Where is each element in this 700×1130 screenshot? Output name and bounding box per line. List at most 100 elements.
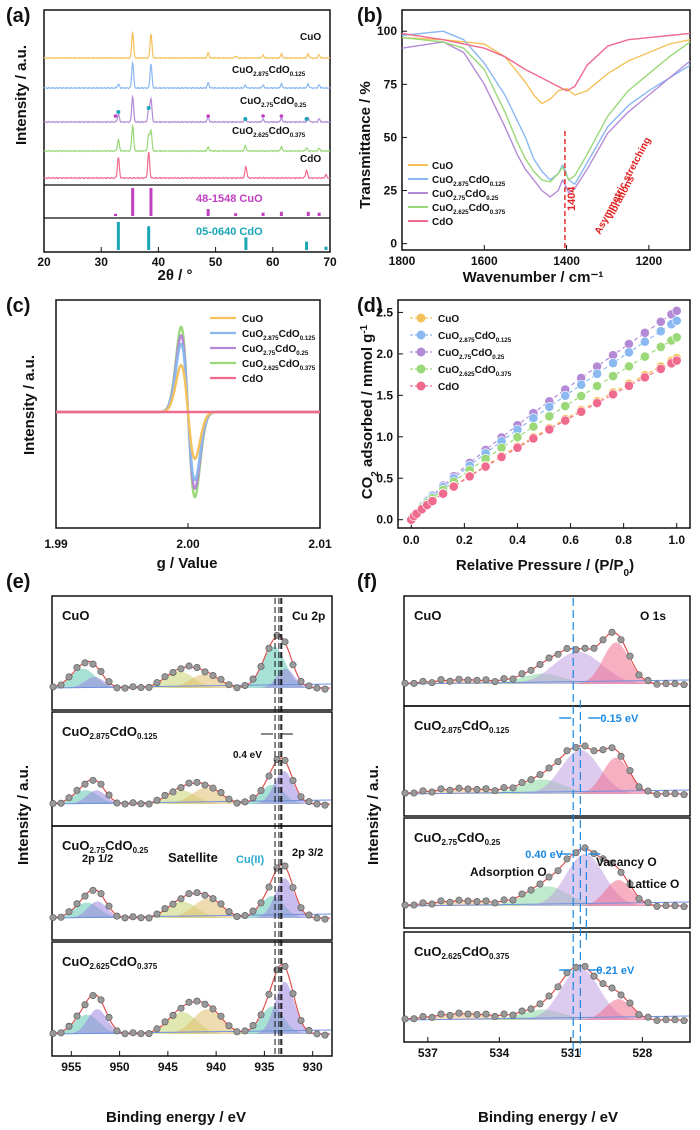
panel-d-ytick-label: 2.0	[376, 347, 393, 361]
xps-data-point	[518, 670, 526, 678]
isotherm-point	[639, 327, 650, 338]
xps-background	[404, 789, 690, 795]
xps-data-point	[153, 796, 161, 804]
xps-data-point	[89, 776, 97, 784]
xps-sample-label: CuO2.875CdO0.125	[62, 724, 158, 741]
isotherm-point	[592, 381, 602, 391]
xps-shift-label: 0.15 eV	[600, 713, 639, 725]
xps-data-point	[321, 801, 329, 809]
xps-data-point	[671, 902, 679, 910]
xps-data-point	[193, 997, 201, 1005]
xps-data-point	[225, 681, 233, 689]
xps-data-point	[161, 673, 169, 681]
xps-data-point	[65, 794, 73, 802]
isotherm-point	[528, 433, 539, 444]
xrd-label-cdo: CdO	[300, 154, 321, 165]
xps-data-point	[297, 793, 305, 801]
panel-d-label: (d)	[357, 295, 383, 317]
xps-data-point	[428, 900, 436, 908]
xps-data-point	[437, 785, 445, 793]
peak-label-2p12: 2p 1/2	[82, 853, 113, 865]
legend-marker	[416, 347, 426, 357]
xps-data-point	[464, 1010, 472, 1018]
xps-data-point	[545, 873, 553, 881]
xps-data-point	[65, 908, 73, 916]
xps-data-point	[617, 991, 625, 999]
xps-data-point	[193, 889, 201, 897]
xps-data-point	[518, 890, 526, 898]
xps-subpanel-frame	[51, 825, 333, 941]
isotherm-point	[544, 411, 555, 422]
xps-data-point	[193, 663, 201, 671]
xps-data-point	[305, 1026, 313, 1034]
xps-data-point	[249, 675, 257, 683]
legend-label: CuO2.875CdO0.125	[432, 175, 506, 188]
panel-a-label: (a)	[6, 5, 30, 27]
xps-data-point	[217, 675, 225, 683]
isotherm-point	[624, 380, 634, 391]
isotherm-point	[592, 368, 602, 379]
xps-data-point	[65, 673, 73, 681]
xps-data-point	[145, 800, 153, 808]
xps-data-point	[105, 678, 113, 686]
xps-data-point	[401, 901, 409, 909]
xps-data-point	[233, 799, 241, 807]
panel-c-xlabel: g / Value	[157, 555, 218, 572]
isotherm-point	[671, 305, 682, 316]
isotherm-point	[544, 401, 555, 412]
xps-data-point	[563, 644, 571, 652]
xps-data-point	[241, 911, 249, 919]
xps-data-point	[455, 1009, 463, 1017]
xps-background	[404, 901, 690, 907]
xps-data-point	[500, 896, 508, 904]
xps-data-point	[225, 795, 233, 803]
panel-a-xtick-label: 70	[323, 255, 337, 269]
panel-b-ytick-label: 0	[390, 237, 397, 251]
xps-data-point	[446, 677, 454, 685]
xps-data-point	[545, 764, 553, 772]
xps-data-point	[97, 890, 105, 898]
xps-data-point	[527, 886, 535, 894]
xps-data-point	[105, 1013, 113, 1021]
xps-data-point	[581, 742, 589, 750]
panel-c-ylabel: Intensity / a.u.	[21, 355, 38, 455]
xps-sample-label: CuO	[62, 608, 89, 623]
xps-data-point	[473, 785, 481, 793]
xps-data-point	[671, 1016, 679, 1024]
xps-data-point	[289, 777, 297, 785]
xps-data-point	[680, 903, 688, 911]
panel-d-ytick-label: 0.5	[376, 471, 393, 485]
xps-sample-label: CuO2.75CdO0.25	[62, 838, 149, 855]
ftir-line-cuo275cdo025	[401, 41, 691, 198]
xps-data-point	[49, 800, 57, 808]
panel-c: (c) 1.99 2.00 2.01 CuO CuO2.875CdO0.125 CuO2.…	[6, 295, 332, 572]
xps-data-point	[419, 787, 427, 795]
xps-component-peak	[53, 674, 331, 688]
xps-data-point	[161, 1018, 169, 1026]
panel-a-frame	[43, 9, 331, 253]
xps-data-point	[233, 913, 241, 921]
xps-data-point	[121, 684, 129, 692]
xps-data-point	[662, 680, 670, 688]
panel-b-ylabel: Transmittance / %	[357, 81, 374, 209]
xps-data-point	[129, 683, 137, 691]
xps-data-point	[644, 1013, 652, 1021]
xps-data-point	[419, 899, 427, 907]
xps-data-point	[121, 1030, 129, 1038]
panel-b-ytick-label: 50	[384, 130, 398, 144]
xps-data-point	[193, 778, 201, 786]
panel-b-ytick-label: 75	[384, 77, 398, 91]
xps-data-point	[137, 914, 145, 922]
xrd-pattern-cuo2875cdo0125	[43, 60, 331, 90]
xps-data-point	[482, 676, 490, 684]
xps-component-peak	[53, 784, 331, 804]
xps-data-point	[129, 799, 137, 807]
xps-data-point	[626, 652, 634, 660]
xps-background	[52, 1029, 332, 1035]
xps-data-point	[581, 962, 589, 970]
xps-data-point	[161, 791, 169, 799]
xps-data-point	[608, 984, 616, 992]
xps-data-point	[177, 665, 185, 673]
legend-label: CuO	[432, 161, 453, 172]
